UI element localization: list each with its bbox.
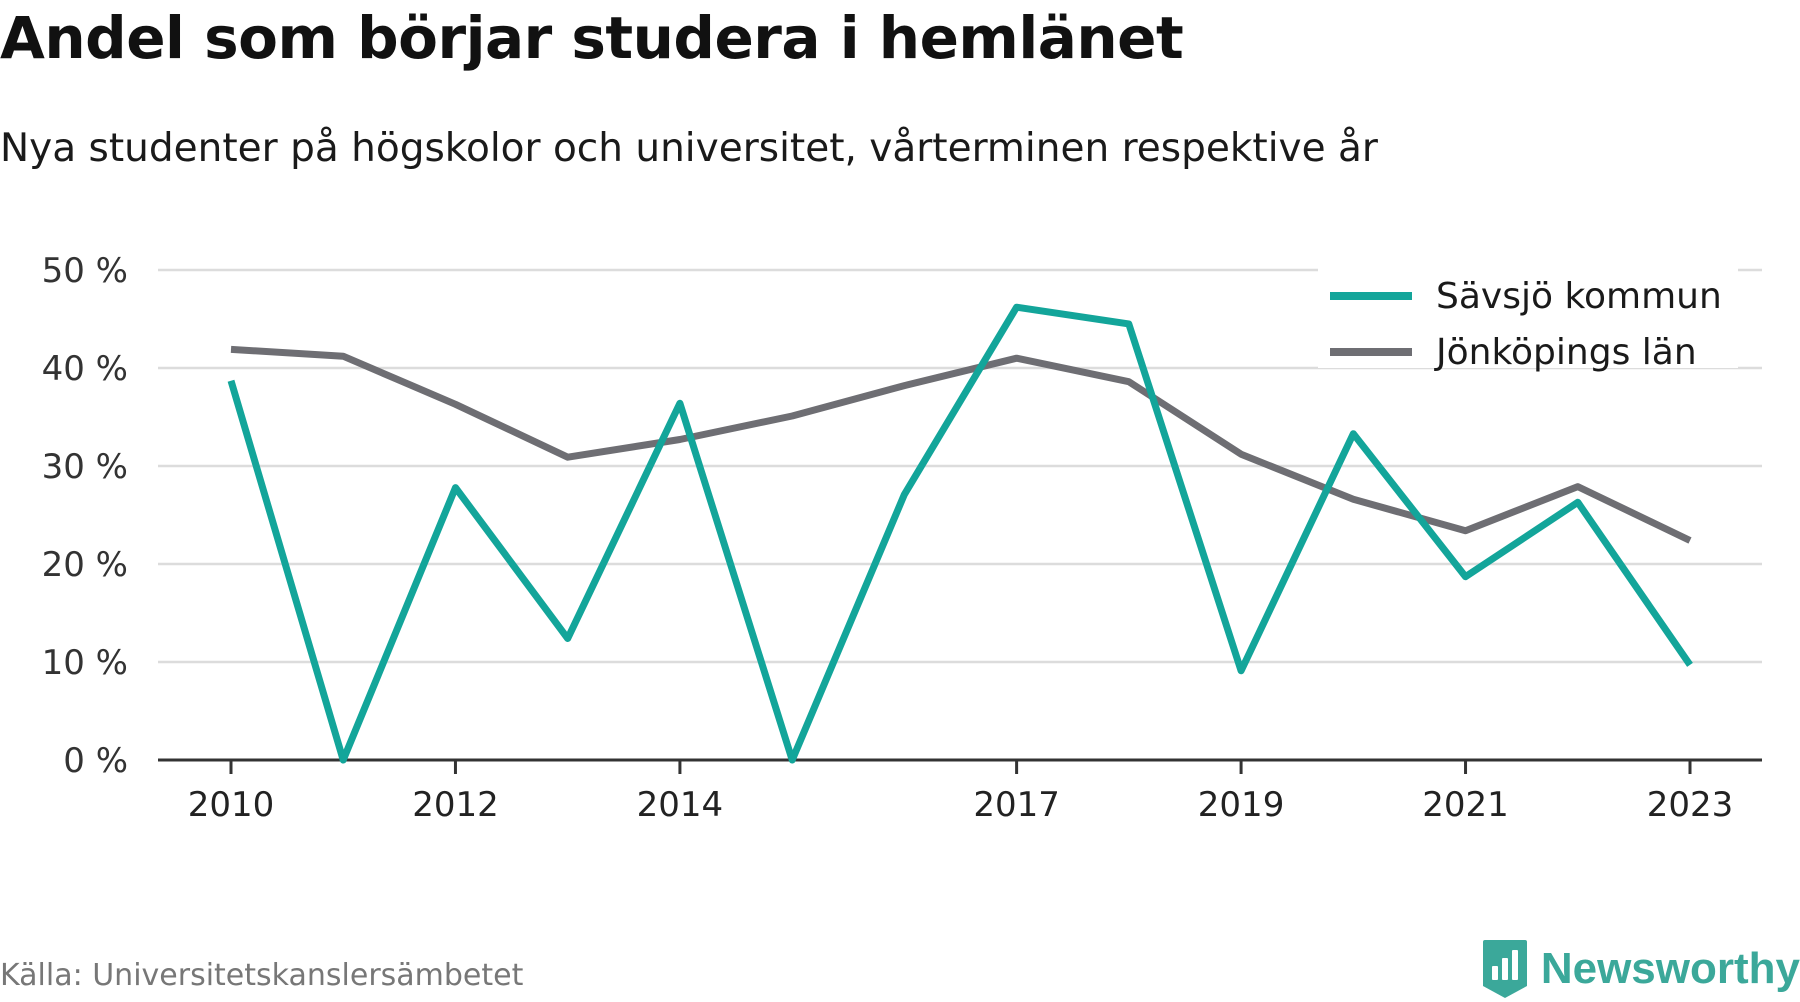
x-tick-label: 2017 (973, 785, 1060, 825)
line-chart: 0 % 10 % 20 % 30 % 40 % 50 % 2010 2012 2014 2017… (0, 0, 1800, 940)
y-tick-label: 10 % (42, 643, 128, 683)
y-tick-label: 0 % (63, 741, 128, 781)
newsworthy-logo: Newsworthy (1481, 936, 1800, 1002)
brand-name: Newsworthy (1541, 944, 1800, 994)
newsworthy-logo-icon (1481, 938, 1529, 1000)
legend-label: Jönköpings län (1434, 332, 1697, 373)
source-note: Källa: Universitetskanslersämbetet (0, 958, 523, 993)
y-tick-label: 30 % (42, 447, 128, 487)
y-tick-label: 40 % (42, 349, 128, 389)
y-tick-label: 20 % (42, 545, 128, 585)
series-line-jonkoping (231, 349, 1690, 540)
series-layer (231, 307, 1690, 760)
x-tick-label: 2012 (412, 785, 499, 825)
y-tick-label: 50 % (42, 251, 128, 291)
x-tick-label: 2023 (1647, 785, 1734, 825)
legend: Sävsjö kommun Jönköpings län (1318, 264, 1738, 373)
legend-label: Sävsjö kommun (1436, 276, 1722, 317)
x-tick-label: 2010 (188, 785, 275, 825)
x-tick-label: 2021 (1422, 785, 1509, 825)
x-tick-label: 2019 (1198, 785, 1285, 825)
y-axis: 0 % 10 % 20 % 30 % 40 % 50 % (42, 251, 128, 781)
x-tick-label: 2014 (637, 785, 724, 825)
x-axis: 2010 2012 2014 2017 2019 2021 2023 (158, 760, 1762, 825)
